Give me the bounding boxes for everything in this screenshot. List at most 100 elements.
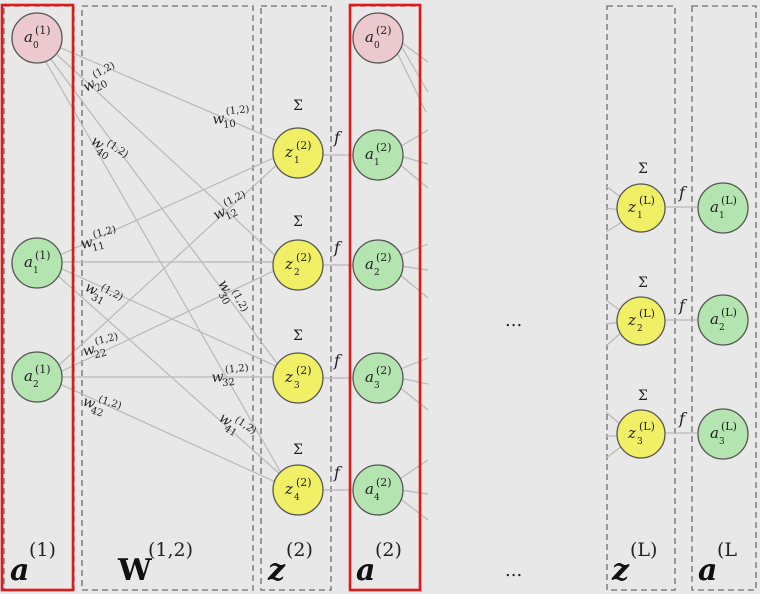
svg-text:4: 4 — [294, 493, 300, 503]
svg-text:w: w — [79, 234, 95, 252]
f-symbol: f — [678, 296, 688, 315]
a2-2-stub-2 — [399, 265, 429, 271]
node-a2-1: a 2 (1) — [11, 351, 63, 403]
svg-text:(1,2): (1,2) — [225, 104, 250, 117]
svg-text:(1): (1) — [29, 539, 56, 561]
f-symbol: f — [333, 351, 343, 370]
svg-text:(2): (2) — [296, 364, 312, 377]
label-W12: W (1,2) — [117, 539, 193, 588]
svg-text:(1,2): (1,2) — [232, 415, 258, 437]
svg-text:32: 32 — [222, 377, 236, 389]
edge-a0-z2 — [53, 51, 281, 261]
svg-text:(2): (2) — [286, 539, 313, 561]
edge-a0-z4 — [45, 61, 285, 479]
weight-label-w20: w 20 (1,2) — [80, 60, 117, 95]
node-circle — [272, 352, 324, 404]
label-z2: z (2) — [267, 539, 313, 588]
svg-text:(1,2): (1,2) — [222, 189, 248, 209]
svg-text:(2): (2) — [376, 141, 392, 154]
node-a1-1: a 1 (1) — [11, 237, 63, 289]
svg-text:2: 2 — [33, 380, 39, 390]
svg-text:2: 2 — [294, 268, 300, 278]
svg-text:z: z — [627, 311, 636, 329]
a4-2-stub-1 — [397, 459, 429, 481]
zL1-stub-1 — [605, 185, 623, 199]
node-circle — [272, 464, 324, 516]
node-circle — [352, 12, 404, 64]
highlight-a1-column — [0, 3, 75, 592]
label-zL: z (L) — [611, 539, 657, 588]
weight-label-w12: w 12 (1,2) — [211, 189, 248, 224]
a0-2-stub-2 — [399, 43, 429, 93]
svg-text:w: w — [212, 111, 226, 128]
weight-label-w32: w 32 (1,2) — [211, 363, 250, 389]
weight-label-w10: w 10 (1,2) — [212, 104, 250, 131]
node-circle — [272, 239, 324, 291]
svg-text:a: a — [365, 28, 374, 46]
a2-2-stub-1 — [397, 243, 429, 257]
svg-text:1: 1 — [374, 158, 380, 168]
middle-ellipsis: ... — [505, 310, 522, 331]
node-z1-2: z 1 (2) — [272, 127, 324, 179]
svg-text:w: w — [81, 394, 97, 413]
node-z4-2: z 4 (2) — [272, 464, 324, 516]
svg-text:a: a — [365, 145, 374, 163]
svg-text:(L): (L) — [721, 194, 737, 207]
f-symbol: f — [678, 409, 688, 428]
svg-text:z: z — [627, 424, 636, 442]
node-circle — [11, 12, 63, 64]
node-circle — [352, 129, 404, 181]
svg-text:3: 3 — [294, 381, 300, 391]
node-z2-L: z 2 (L) — [616, 296, 666, 346]
svg-text:20: 20 — [93, 79, 109, 95]
edge-a0-z1 — [53, 44, 281, 143]
a2-2-stub-3 — [397, 272, 429, 299]
svg-text:(1): (1) — [35, 24, 51, 37]
f-symbol: f — [333, 463, 343, 482]
svg-text:w: w — [81, 341, 97, 359]
zL3-stub-3 — [605, 445, 623, 459]
svg-text:31: 31 — [89, 292, 105, 308]
f-symbol: f — [678, 183, 688, 202]
zL2-stub-3 — [605, 331, 623, 347]
node-z3-2: z 3 (2) — [272, 352, 324, 404]
svg-text:a: a — [24, 28, 33, 46]
node-circle — [697, 182, 749, 234]
layer-zL-nodes: z 1 (L) z 2 (L) z 3 (L) — [616, 183, 666, 459]
a4-2-stub-3 — [397, 496, 429, 521]
svg-text:(1,2): (1,2) — [104, 138, 130, 161]
svg-text:(1,2): (1,2) — [92, 224, 118, 240]
node-a0-1: a 0 (1) — [11, 12, 63, 64]
node-circle — [616, 409, 666, 459]
aL-column-box — [691, 5, 757, 591]
svg-text:a: a — [710, 198, 719, 216]
layer-aL-nodes: a 1 (L) a 2 (L) a 3 (L) — [697, 182, 749, 460]
weight-label-w41: w 41 (1,2) — [216, 410, 259, 439]
node-a3-L: a 3 (L) — [697, 408, 749, 460]
sigma-symbol: Σ — [638, 388, 648, 404]
svg-text:(1): (1) — [35, 363, 51, 376]
svg-text:(2): (2) — [376, 251, 392, 264]
svg-text:(1,2): (1,2) — [91, 60, 117, 81]
layer-z2-nodes: z 1 (2) z 2 (2) z 3 (2) z 4 (2) — [272, 127, 324, 516]
svg-text:2: 2 — [719, 323, 725, 333]
w12-column-box — [81, 5, 254, 591]
svg-text:3: 3 — [374, 381, 380, 391]
svg-text:(1,2): (1,2) — [225, 363, 250, 376]
column-labels: a (1) W (1,2) z (2) a (2) z (L) a (L — [10, 539, 737, 588]
svg-text:1: 1 — [637, 211, 643, 221]
svg-text:(L): (L) — [721, 420, 737, 433]
node-a0-2: a 0 (2) — [352, 12, 404, 64]
node-a2-2: a 2 (2) — [352, 239, 404, 291]
svg-text:4: 4 — [374, 493, 380, 503]
edge-a1-z1 — [59, 154, 281, 256]
zL-column-box — [606, 5, 676, 591]
svg-text:11: 11 — [91, 241, 106, 255]
node-circle — [616, 183, 666, 233]
label-a2: a (2) — [356, 539, 402, 588]
a3-2-stub-1 — [397, 357, 429, 371]
node-circle — [352, 464, 404, 516]
node-circle — [11, 237, 63, 289]
node-a2-L: a 2 (L) — [697, 294, 749, 346]
svg-text:(2): (2) — [376, 476, 392, 489]
